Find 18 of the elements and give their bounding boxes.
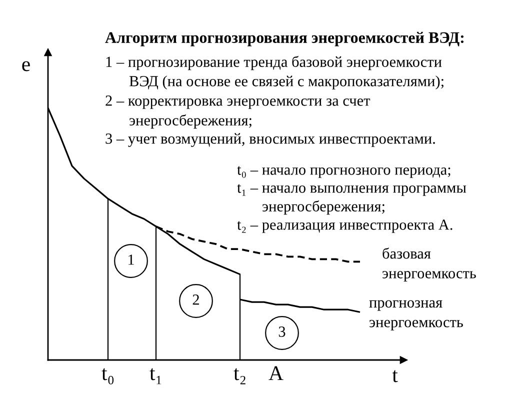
annotation: 1 <box>128 254 134 265</box>
annotation: t₂ – реализация инвестпроекта А. <box>237 220 452 233</box>
annotation: 2 <box>192 294 199 305</box>
x-tick-label: А <box>268 366 284 380</box>
annotation: t₀ – начало прогнозного периода; <box>237 166 450 178</box>
x-tick-label: t₀ <box>102 368 114 384</box>
series-label: прогнозная энергоемкость <box>369 300 463 330</box>
series-label: базовая энергоемкость <box>382 248 476 282</box>
x-axis-title: t <box>392 370 398 382</box>
annotation: 3 – учет возмущений, вносимых инвестпроектами. <box>106 133 435 147</box>
chart-title: Алгоритм прогнозирования энергоемкостей ВЭД: <box>105 32 464 46</box>
annotation: 3 <box>278 326 286 337</box>
annotation: t₁ – начало выполнения программы энергосбережения; <box>237 184 466 215</box>
text: 1 – прогнозирование тренда базовой энергоемкости ВЭД (на основе ее связей с макропоказателями); <box>106 56 444 90</box>
y-axis-title: e <box>22 61 30 72</box>
annotation: 2 – корректировка энергоемкости за счет энергосбережения; <box>106 96 370 129</box>
x-tick-label: t₂ <box>234 368 246 384</box>
x-tick-label: t₁ <box>150 368 162 384</box>
